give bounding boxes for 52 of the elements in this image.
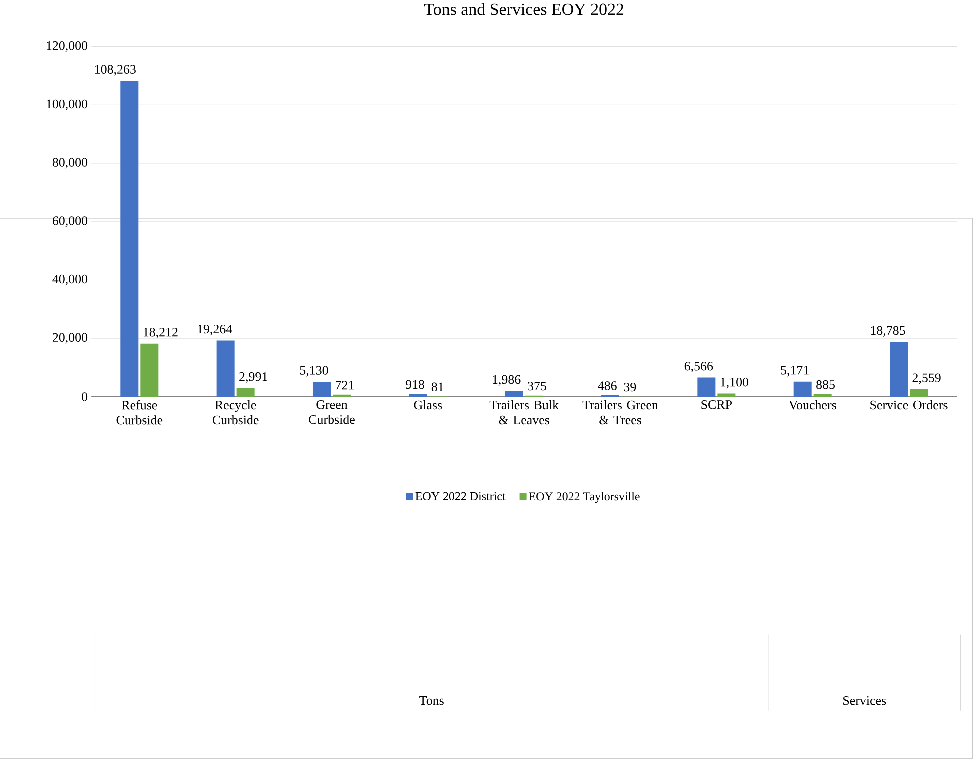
bar <box>312 382 331 397</box>
x-tick-label: Green Curbside <box>309 400 355 424</box>
data-label: 1,986 <box>493 375 521 386</box>
bar <box>120 80 139 397</box>
y-tick-label: 60,000 <box>52 216 88 228</box>
bar <box>814 394 832 397</box>
y-tick-label: 120,000 <box>47 41 88 52</box>
bar <box>236 388 255 397</box>
bar <box>890 342 908 397</box>
y-tick-label: 20,000 <box>52 333 88 344</box>
chart-title: Tons and Services EOY 2022 <box>424 3 624 16</box>
x-tick-label: Refuse Curbside <box>116 400 163 425</box>
data-label: 486 <box>598 382 617 390</box>
text: Tons <box>420 696 444 706</box>
data-label: 108,263 <box>95 65 136 76</box>
x-tick-label: Trailers Bulk & Leaves <box>490 400 560 425</box>
y-tick-label: 100,000 <box>47 100 88 110</box>
legend-label: EOY 2022 Taylorsville <box>529 492 640 504</box>
bar <box>140 344 159 397</box>
bar <box>698 378 716 397</box>
text: Services <box>844 696 886 706</box>
data-label: 2,559 <box>912 374 941 384</box>
data-label: 5,130 <box>300 366 328 377</box>
data-label: 18,785 <box>871 326 906 337</box>
legend-label: EOY 2022 District <box>416 492 506 500</box>
data-label: 375 <box>528 382 546 391</box>
data-label: 885 <box>816 380 835 390</box>
data-label: 5,171 <box>781 366 809 377</box>
y-tick-label: 0 <box>82 392 88 402</box>
bar <box>910 389 928 397</box>
data-label: 721 <box>336 381 354 390</box>
x-tick-label: Vouchers <box>788 400 836 410</box>
data-label: 2,991 <box>240 372 268 384</box>
bar <box>794 382 812 397</box>
data-label: 918 <box>406 380 424 390</box>
x-tick-label: Recycle Curbside <box>212 400 259 425</box>
data-label: 19,264 <box>198 324 232 336</box>
x-tick-label: Glass <box>414 400 442 410</box>
data-label: 6,566 <box>684 362 714 373</box>
x-tick-label: Trailers Green & Trees <box>582 400 658 425</box>
data-label: 39 <box>624 382 636 392</box>
y-tick-label: 40,000 <box>52 274 88 286</box>
x-tick-label: SCRP <box>702 400 732 410</box>
bar <box>718 394 736 397</box>
y-tick-label: 80,000 <box>52 158 88 169</box>
data-label: 81 <box>432 382 444 392</box>
data-label: 1,100 <box>721 378 749 389</box>
x-tick-label: Service Orders <box>870 400 948 410</box>
bar <box>409 394 428 397</box>
bar <box>216 340 235 397</box>
bar <box>505 391 524 397</box>
data-label: 18,212 <box>144 328 178 339</box>
